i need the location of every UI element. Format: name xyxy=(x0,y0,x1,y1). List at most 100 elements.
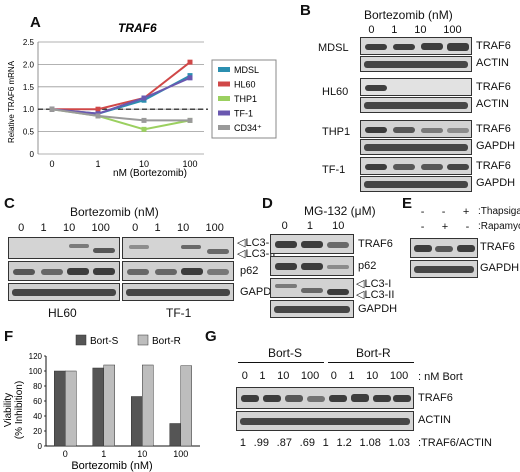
panel-label-a: A xyxy=(30,14,41,31)
band-label: p62 xyxy=(240,265,259,277)
band xyxy=(263,395,281,402)
x-tick-label: 0 xyxy=(63,449,68,459)
blot-b-hl60-traf6 xyxy=(360,78,472,96)
band xyxy=(364,102,468,109)
panel-label-e: E xyxy=(402,195,413,212)
treatment-sign: + xyxy=(462,206,470,218)
group-divider-bort-s xyxy=(238,362,324,363)
chart-a-grid xyxy=(37,41,204,155)
bar xyxy=(54,370,66,447)
x-tick-label: 10 xyxy=(139,159,149,169)
blot-g-actin xyxy=(236,411,414,431)
band xyxy=(421,43,443,50)
blot-b-thp1-traf6 xyxy=(360,120,472,138)
bar xyxy=(103,364,115,447)
lane-label: 10 xyxy=(277,370,290,382)
bar xyxy=(180,365,192,447)
band-label: GAPDH xyxy=(476,140,516,152)
blot-d-title: MG-132 (μM) xyxy=(304,204,376,218)
lane-label: 10 xyxy=(62,222,76,234)
band xyxy=(41,269,63,275)
data-point xyxy=(141,117,147,123)
band xyxy=(373,395,391,402)
band-label: ACTIN xyxy=(418,414,451,426)
band xyxy=(307,396,325,402)
lane-label: 1 xyxy=(259,370,266,382)
blot-g-traf6 xyxy=(236,387,414,409)
lane-label: 100 xyxy=(389,370,409,382)
group-divider-bort-r xyxy=(328,362,414,363)
band xyxy=(365,127,387,133)
chart-a-legend: MDSL HL60 THP1 TF-1 CD34⁺ xyxy=(211,59,277,139)
ratio-value: 1.2 xyxy=(336,437,352,449)
cell-label-hl60: HL60 xyxy=(48,306,77,320)
band xyxy=(275,241,297,248)
ratio-value: .99 xyxy=(253,437,269,449)
y-tick-label: 20 xyxy=(33,427,42,436)
ratio-value: 1 xyxy=(322,437,329,449)
band xyxy=(181,245,201,249)
legend-label: Bort-R xyxy=(152,336,181,347)
legend-label: Bort-S xyxy=(90,336,119,347)
traf6-mrna-line-chart: TRAF6 0 0.5 1.0 1.5 2.0 2.5 0 1 10 100 nM (Borte… xyxy=(7,21,277,179)
band-label: TRAF6 xyxy=(476,81,511,93)
band xyxy=(414,245,432,252)
chart-f-legend: Bort-S Bort-R xyxy=(75,334,181,347)
treatment-sign: - xyxy=(420,206,425,218)
blot-b-hl60-actin xyxy=(360,97,472,113)
cell-label-mdsl: MDSL xyxy=(318,42,349,54)
blot-c-hl60-lc3 xyxy=(8,237,120,259)
legend-label: HL60 xyxy=(234,80,256,90)
band xyxy=(365,85,387,91)
chart-f-y-ticks: 0 20 40 60 80 100 120 xyxy=(29,352,200,451)
blot-b-mdsl-traf6 xyxy=(360,37,472,55)
band xyxy=(129,245,149,249)
band xyxy=(364,144,468,151)
chart-f-y-label: Viability(% Inhibition) xyxy=(3,381,25,439)
band xyxy=(240,418,410,425)
band-label: TRAF6 xyxy=(358,238,393,250)
cell-label-thp1: THP1 xyxy=(322,126,351,138)
series-line xyxy=(52,61,191,111)
bar xyxy=(131,396,143,447)
band-label: GAPDH xyxy=(240,286,280,298)
blot-g-unit: : nM Bort xyxy=(418,371,463,383)
legend-swatch xyxy=(218,110,230,116)
blot-c-title: Bortezomib (nM) xyxy=(70,205,159,219)
blot-c-hl60-p62 xyxy=(8,261,120,281)
lane-label: 10 xyxy=(176,222,190,234)
blot-g-lanes: 0 1 10 100 0 1 10 100 xyxy=(236,370,414,382)
band-label: TRAF6 xyxy=(476,40,511,52)
band xyxy=(275,263,297,270)
blot-b-lanes: 0 1 10 100 xyxy=(360,24,470,36)
blot-b-title: Bortezomib (nM) xyxy=(364,8,453,22)
ratio-value: .69 xyxy=(299,437,315,449)
series-line xyxy=(51,108,190,122)
legend-swatch xyxy=(218,81,230,87)
treatment-sign: - xyxy=(420,221,425,233)
chart-f-x-ticks: 0 1 10 100 xyxy=(63,449,189,459)
series-line xyxy=(51,74,191,115)
x-tick-label: 1 xyxy=(101,449,106,459)
band xyxy=(13,269,35,275)
ratio-value: 1.08 xyxy=(359,437,381,449)
band xyxy=(421,128,443,133)
y-tick-label: 1.5 xyxy=(23,83,35,92)
data-point xyxy=(95,106,101,112)
y-tick-label: 0.5 xyxy=(23,128,35,137)
band xyxy=(275,284,297,288)
legend-swatch xyxy=(75,334,87,346)
group-label-bort-s: Bort-S xyxy=(268,346,303,360)
lane-label: 0 xyxy=(281,220,288,232)
y-tick-label: 60 xyxy=(33,397,42,406)
band-label: ACTIN xyxy=(476,57,509,69)
group-label-bort-r: Bort-R xyxy=(356,346,391,360)
data-point xyxy=(187,59,193,65)
lane-label: 0 xyxy=(132,222,139,234)
lane-label: 0 xyxy=(241,370,248,382)
band-label: TRAF6 xyxy=(418,392,453,404)
band xyxy=(69,244,89,248)
data-point xyxy=(141,95,147,101)
y-label-line: (% Inhibition) xyxy=(14,381,25,439)
band-label: LC3-I xyxy=(245,237,273,249)
